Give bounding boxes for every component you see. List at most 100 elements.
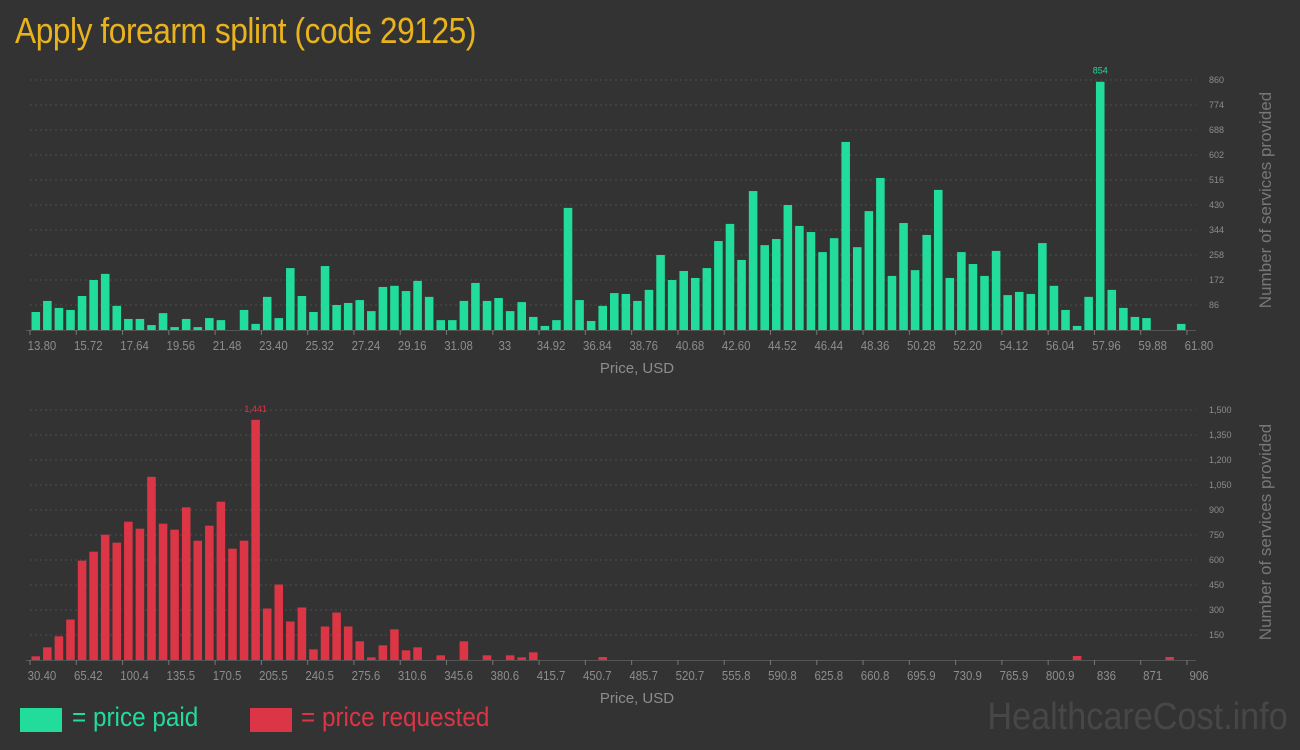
x-tick-label: 65.42: [74, 668, 103, 683]
bar: [540, 325, 550, 330]
x-tick-label: 13.80: [28, 338, 57, 353]
bar: [1130, 316, 1140, 330]
bar: [274, 584, 284, 660]
bar: [795, 225, 804, 330]
bar: [864, 211, 874, 330]
x-tick-label: 40.68: [676, 338, 705, 353]
bar: [899, 223, 908, 330]
bar: [89, 551, 98, 660]
x-tick-label: 625.8: [814, 668, 843, 683]
bar: [401, 291, 411, 330]
bar: [1072, 656, 1082, 660]
bar: [563, 207, 573, 330]
bar: [66, 619, 75, 660]
bar: [1049, 285, 1059, 330]
x-tick-label: 48.36: [861, 338, 890, 353]
bar: [54, 636, 64, 660]
bar: [991, 250, 1001, 330]
y-tick-label: 600: [1209, 555, 1224, 565]
bar: [158, 313, 168, 330]
bar: [228, 548, 237, 660]
bar: [1107, 289, 1117, 330]
bar: [135, 528, 145, 660]
x-tick-label: 275.6: [352, 668, 381, 683]
y-tick-label: 688: [1209, 125, 1224, 135]
bar: [251, 323, 260, 330]
bar: [1072, 325, 1082, 330]
watermark: HealthcareCost.info: [987, 696, 1288, 738]
bar: [147, 476, 156, 660]
bar: [598, 657, 607, 660]
x-tick-label: 695.9: [907, 668, 936, 683]
bar: [332, 612, 341, 660]
bar: [239, 540, 249, 660]
x-tick-label: 310.6: [398, 668, 427, 683]
x-tick-label: 100.4: [120, 668, 149, 683]
bar: [1176, 323, 1186, 330]
y-tick-label: 860: [1209, 75, 1224, 85]
bar: [633, 300, 642, 330]
bar: [401, 650, 411, 660]
bar: [124, 521, 133, 660]
bar: [529, 652, 538, 660]
y-tick-label: 774: [1209, 100, 1224, 110]
x-axis-title: Price, USD: [600, 690, 674, 707]
legend-swatch-requested: [250, 708, 292, 732]
x-tick-label: 34.92: [537, 338, 566, 353]
bar: [424, 296, 434, 330]
bar: [771, 239, 781, 330]
bar: [933, 189, 943, 330]
bar: [482, 655, 492, 660]
x-tick-label: 29.16: [398, 338, 427, 353]
bar: [216, 501, 226, 660]
x-tick-label: 44.52: [768, 338, 797, 353]
x-tick-label: 660.8: [861, 668, 890, 683]
y-tick-label: 300: [1209, 605, 1224, 615]
x-tick-label: 15.72: [74, 338, 103, 353]
bar: [1119, 307, 1128, 330]
bar: [980, 275, 989, 330]
bar: [494, 298, 503, 330]
bar: [66, 309, 75, 330]
bar: [193, 327, 203, 330]
bar: [760, 245, 769, 330]
bar: [505, 655, 515, 660]
bar: [297, 295, 307, 330]
y-axis-title: Number of services provided: [1256, 92, 1275, 308]
bar: [170, 327, 179, 330]
x-tick-label: 765.9: [1000, 668, 1029, 683]
bar: [193, 540, 203, 660]
bar: [945, 277, 955, 330]
x-tick-label: 450.7: [583, 668, 612, 683]
bar: [714, 241, 723, 330]
bar: [205, 525, 214, 660]
bar: [216, 320, 226, 330]
bar: [1095, 81, 1105, 330]
bar: [586, 320, 596, 330]
bar: [286, 621, 295, 660]
bar: [378, 645, 388, 660]
bar: [552, 320, 561, 330]
bar: [77, 560, 87, 660]
y-tick-label: 344: [1209, 225, 1224, 235]
x-tick-label: 23.40: [259, 338, 288, 353]
bar: [390, 629, 399, 660]
y-tick-label: 1,050: [1209, 480, 1232, 490]
y-tick-label: 516: [1209, 175, 1224, 185]
bar: [436, 320, 446, 330]
x-tick-label: 30.40: [28, 668, 57, 683]
bar: [355, 641, 365, 660]
bar: [1084, 296, 1093, 330]
bar: [737, 259, 746, 330]
bar: [343, 302, 353, 330]
bar: [1014, 291, 1024, 330]
bar: [910, 270, 920, 330]
x-tick-label: 17.64: [120, 338, 149, 353]
bar: [841, 141, 850, 330]
bar: [1003, 295, 1012, 330]
x-tick-label: 555.8: [722, 668, 751, 683]
bar: [309, 649, 318, 660]
x-tick-label: 38.76: [629, 338, 658, 353]
x-tick-label: 800.9: [1046, 668, 1075, 683]
